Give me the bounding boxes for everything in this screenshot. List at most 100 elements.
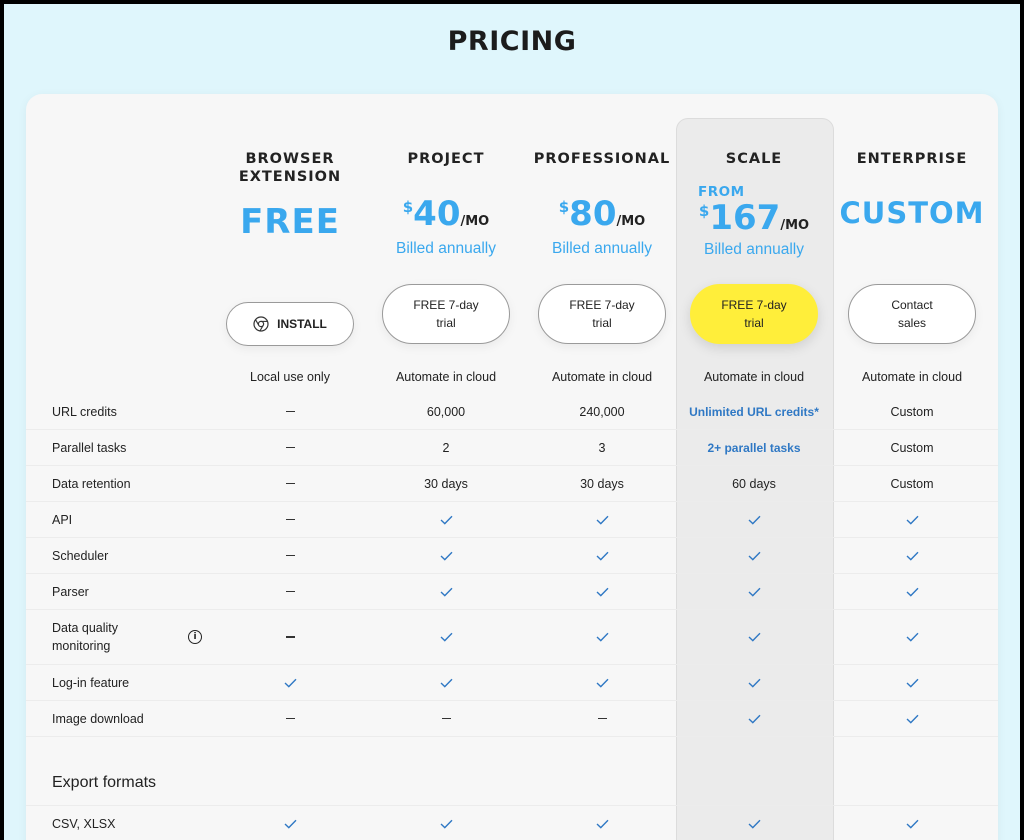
feature-cell	[368, 538, 524, 573]
feature-label: Data quality monitoring	[52, 621, 119, 653]
plan-usage: Automate in cloud	[861, 370, 963, 384]
free-trial-button[interactable]: FREE 7-day trial	[538, 284, 666, 344]
feature-cell	[524, 538, 680, 573]
dash-icon	[597, 717, 607, 720]
plan-project: PROJECT $40/MO Billed annually FREE 7-da…	[368, 94, 524, 394]
check-icon	[906, 678, 919, 688]
feature-cell	[834, 502, 990, 537]
chrome-icon	[253, 316, 269, 332]
feature-cell	[524, 806, 680, 840]
feature-cell	[524, 665, 680, 700]
check-icon	[596, 587, 609, 597]
dash-icon	[285, 446, 295, 449]
check-icon	[748, 632, 761, 642]
feature-row: Parser	[26, 574, 998, 610]
cell-value: 30 days	[580, 476, 624, 491]
check-icon	[284, 819, 297, 829]
plan-name: PROFESSIONAL	[533, 151, 671, 167]
feature-cell	[212, 610, 368, 664]
check-icon	[440, 551, 453, 561]
feature-cell: 30 days	[524, 466, 680, 501]
feature-cell	[676, 665, 832, 700]
price-period: /MO	[780, 218, 810, 233]
feature-cell	[524, 574, 680, 609]
check-icon	[440, 819, 453, 829]
price-amount: 167	[709, 198, 781, 238]
price-period: /MO	[616, 214, 646, 229]
dash-icon	[285, 554, 295, 557]
feature-cell: Unlimited URL credits*	[676, 394, 832, 429]
price-currency: $	[402, 198, 414, 216]
plan-browser-extension: BROWSER EXTENSION FREE INSTALL Local use…	[212, 94, 368, 394]
free-trial-button[interactable]: FREE 7-day trial	[382, 284, 510, 344]
feature-cell: 30 days	[368, 466, 524, 501]
feature-cell: 60 days	[676, 466, 832, 501]
price-amount: 80	[569, 194, 617, 234]
dash-icon	[285, 636, 295, 638]
price-currency: $	[698, 202, 710, 220]
info-icon[interactable]: i	[188, 630, 202, 644]
feature-row: Log-in feature	[26, 665, 998, 701]
check-icon	[748, 819, 761, 829]
check-icon	[906, 551, 919, 561]
check-icon	[440, 632, 453, 642]
plan-usage: Automate in cloud	[395, 370, 497, 384]
plan-name: SCALE	[725, 151, 783, 167]
check-icon	[906, 819, 919, 829]
check-icon	[906, 632, 919, 642]
dash-icon	[441, 717, 451, 720]
feature-cell	[368, 806, 524, 840]
feature-label: CSV, XLSX	[52, 816, 116, 831]
price-from: FROM	[698, 184, 745, 200]
cell-value: 240,000	[579, 404, 625, 419]
feature-cell	[676, 806, 832, 840]
feature-cell	[212, 394, 368, 429]
plan-name: ENTERPRISE	[856, 151, 968, 167]
plan-price: $40/MO	[368, 194, 524, 234]
pricing-table: BROWSER EXTENSION FREE INSTALL Local use…	[26, 94, 998, 840]
price-currency: $	[558, 198, 570, 216]
feature-cell	[368, 701, 524, 736]
feature-cell: 2+ parallel tasks	[676, 430, 832, 465]
feature-cell: Custom	[834, 430, 990, 465]
plan-usage: Automate in cloud	[551, 370, 653, 384]
feature-cell: 240,000	[524, 394, 680, 429]
feature-cell	[368, 502, 524, 537]
feature-rows: URL credits 60,000 240,000 Unlimited URL cr…	[26, 394, 998, 737]
feature-cell	[676, 502, 832, 537]
billing-note: Billed annually	[552, 240, 652, 257]
feature-cell: Custom	[834, 394, 990, 429]
dash-icon	[285, 717, 295, 720]
check-icon	[596, 551, 609, 561]
check-icon	[596, 515, 609, 525]
check-icon	[596, 632, 609, 642]
plan-price: CUSTOM	[839, 196, 985, 230]
feature-cell	[212, 502, 368, 537]
feature-cell	[524, 502, 680, 537]
feature-cell	[676, 610, 832, 664]
check-icon	[596, 819, 609, 829]
install-button[interactable]: INSTALL	[226, 302, 354, 346]
plan-usage: Local use only	[250, 370, 330, 384]
feature-row: Data quality monitoring i	[26, 610, 998, 665]
feature-row: Scheduler	[26, 538, 998, 574]
cell-value: 60,000	[426, 404, 466, 419]
price-period: /MO	[460, 214, 490, 229]
feature-cell	[524, 701, 680, 736]
feature-cell	[834, 701, 990, 736]
check-icon	[748, 714, 761, 724]
check-icon	[748, 515, 761, 525]
check-icon	[284, 678, 297, 688]
cell-value: Custom	[890, 476, 934, 491]
feature-cell	[212, 430, 368, 465]
feature-cell: 3	[524, 430, 680, 465]
free-trial-button[interactable]: FREE 7-day trial	[690, 284, 818, 344]
plan-enterprise: ENTERPRISE CUSTOM Contact sales Automate…	[834, 94, 990, 394]
contact-sales-button[interactable]: Contact sales	[848, 284, 976, 344]
feature-cell	[834, 665, 990, 700]
cell-value: Custom	[890, 440, 934, 455]
check-icon	[906, 587, 919, 597]
plan-price: FREE	[240, 202, 340, 242]
check-icon	[748, 678, 761, 688]
feature-row: URL credits 60,000 240,000 Unlimited URL cr…	[26, 394, 998, 430]
